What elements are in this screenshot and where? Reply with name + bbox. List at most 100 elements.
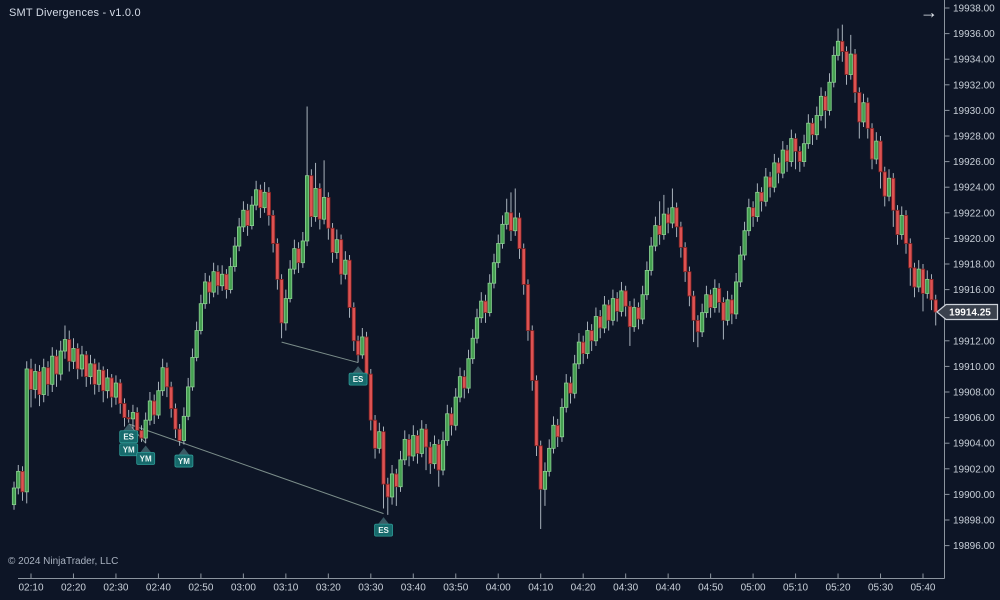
price-axis[interactable]: 19938.00 19936.00 19934.00 19932.00 19930.00… [944,0,996,579]
candle-up [304,175,310,242]
time-tick-label: 05:10 [783,583,808,594]
price-tick-label: 19926.00 [953,157,995,168]
candle-up [402,438,407,461]
candle-down [483,300,488,314]
candle-up [542,470,548,490]
candle-up [780,149,785,174]
price-tick-label: 19912.00 [953,336,995,347]
candle-down [717,287,722,303]
candle-up [916,268,921,288]
candle-down [882,171,887,197]
indicator-title: SMT Divergences - v1.0.0 [9,7,141,19]
candle-down [462,376,467,389]
smt-badge-ym[interactable]: YM [174,448,194,468]
candle-down [920,268,926,294]
candle-up [237,226,242,247]
price-tick-label: 19920.00 [953,234,995,245]
candle-down [126,417,131,420]
scroll-to-latest-arrow-icon[interactable]: → [920,2,938,22]
smt-badge-es-ym[interactable]: ES YM [119,423,139,457]
candle-up [360,336,365,356]
candle-down [385,483,390,498]
candle-down [118,382,123,404]
candle-up [16,470,21,489]
candle-up [220,273,225,287]
candle-down [767,176,773,188]
candle-down [326,197,331,229]
price-tick-label: 19938.00 [953,4,995,15]
candlestick-series[interactable] [11,24,938,529]
candle-down [666,213,671,224]
candle-down [296,248,301,264]
candle-up [321,197,327,220]
badge-box [136,452,156,465]
candle-down [423,428,429,448]
candle-up [33,371,38,390]
candle-up [725,299,730,321]
candle-up [113,382,119,398]
last-price-label: 19914.25 [949,308,991,319]
candle-down [623,290,628,307]
candle-up [818,95,824,116]
candle-down [28,368,34,390]
candle-up [228,266,233,290]
candle-down [164,367,170,388]
candle-down [177,428,182,442]
candle-down [933,299,938,313]
price-tick-label: 19918.00 [953,260,995,271]
price-tick-label: 19924.00 [953,183,995,194]
candle-down [810,122,815,136]
candle-down [109,377,114,398]
time-tick-label: 02:30 [103,583,128,594]
candle-down [355,340,361,356]
time-axis[interactable]: 02:10 02:20 02:30 02:40 02:50 03:00 03:10 03:20… [18,573,945,594]
candle-down [823,95,828,111]
price-tick-label: 19936.00 [953,29,995,40]
smt-badge-es[interactable]: ES [374,517,393,537]
candle-up [772,162,777,188]
candle-up [88,363,93,378]
candle-up [734,281,739,315]
candle-up [41,367,46,395]
time-tick-label: 02:10 [18,583,43,594]
candle-up [479,300,484,319]
candle-up [181,415,187,442]
time-tick-label: 04:40 [656,583,681,594]
candle-up [62,339,68,352]
time-tick-label: 03:20 [316,583,341,594]
candle-up [466,358,471,389]
candle-down [338,239,344,275]
candle-up [262,191,267,209]
candle-up [827,81,832,111]
candle-up [491,262,497,284]
candle-up [186,386,191,417]
candle-down [784,149,790,163]
badge-pointer-icon [178,448,190,456]
candle-up [194,330,199,358]
candle-up [835,40,841,56]
candle-up [712,287,717,308]
badge-box [119,443,139,457]
candle-down [598,316,603,329]
candle-down [449,413,454,426]
badge-label: ES [378,526,389,535]
copyright-notice: © 2024 NinjaTrader, LLC [8,556,119,567]
badge-label: YM [123,446,135,455]
candle-up [602,304,607,329]
candle-up [564,382,569,408]
candle-down [428,446,433,465]
smt-badge-es[interactable]: ES [348,366,368,386]
smt-badge-ym[interactable]: YM [136,445,156,465]
badge-label: ES [353,375,364,384]
candle-up [147,400,153,421]
candle-down [122,403,127,418]
candle-down [258,189,263,209]
candle-up [861,102,866,123]
time-tick-label: 04:10 [528,583,553,594]
candle-up [500,223,505,244]
candle-down [351,307,356,342]
candle-up [738,254,743,283]
candle-up [585,330,590,354]
candle-up [241,209,246,228]
